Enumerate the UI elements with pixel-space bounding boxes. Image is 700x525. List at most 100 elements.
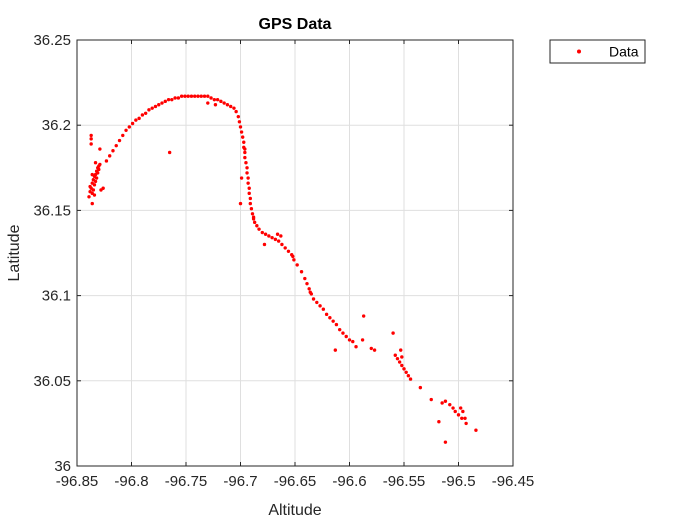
data-point bbox=[456, 413, 461, 417]
data-point bbox=[393, 353, 397, 357]
data-point bbox=[463, 416, 467, 420]
data-point bbox=[111, 149, 115, 153]
x-tick-label: -96.85 bbox=[56, 473, 99, 490]
data-point bbox=[117, 138, 122, 143]
data-point bbox=[275, 232, 280, 236]
data-point bbox=[243, 147, 247, 151]
data-point bbox=[179, 94, 184, 98]
data-point bbox=[199, 94, 203, 98]
data-point bbox=[240, 135, 245, 139]
data-point bbox=[328, 316, 332, 320]
data-point bbox=[418, 385, 423, 390]
data-point bbox=[279, 234, 283, 238]
data-point bbox=[212, 97, 217, 102]
data-point bbox=[232, 106, 236, 110]
data-point bbox=[474, 428, 478, 432]
data-point bbox=[176, 96, 181, 100]
data-point bbox=[341, 331, 345, 335]
data-point bbox=[160, 101, 164, 105]
data-point bbox=[89, 133, 93, 138]
data-point bbox=[193, 94, 197, 98]
data-point bbox=[451, 406, 455, 410]
x-tick-label: -96.65 bbox=[274, 473, 317, 490]
data-point bbox=[246, 181, 250, 185]
y-tick-label: 36.1 bbox=[42, 288, 71, 305]
data-point bbox=[267, 234, 271, 238]
grid-lines bbox=[76, 39, 514, 467]
data-point bbox=[163, 99, 167, 104]
data-point bbox=[92, 193, 97, 197]
data-point bbox=[406, 373, 411, 378]
data-point bbox=[347, 338, 352, 342]
data-point bbox=[270, 235, 274, 240]
data-point bbox=[276, 239, 281, 243]
data-point bbox=[448, 402, 452, 407]
data-point bbox=[94, 176, 99, 180]
data-point bbox=[222, 101, 226, 105]
data-point bbox=[315, 300, 319, 305]
data-points bbox=[87, 94, 478, 444]
data-point bbox=[134, 118, 138, 122]
data-point bbox=[90, 172, 94, 177]
data-point bbox=[89, 137, 93, 141]
data-point bbox=[440, 401, 444, 405]
data-point bbox=[333, 348, 338, 352]
data-point bbox=[318, 304, 322, 308]
data-point bbox=[239, 176, 244, 180]
data-point bbox=[369, 346, 373, 351]
data-point bbox=[150, 106, 154, 110]
data-point bbox=[96, 171, 100, 175]
data-point bbox=[114, 143, 118, 148]
data-point bbox=[247, 186, 251, 190]
data-point bbox=[397, 360, 402, 364]
data-point bbox=[280, 242, 284, 247]
x-tick-label: -96.8 bbox=[114, 473, 148, 490]
data-point bbox=[249, 207, 254, 211]
data-point bbox=[331, 319, 335, 323]
data-point bbox=[395, 356, 400, 361]
y-axis-label: Latitude bbox=[6, 224, 23, 281]
data-point bbox=[295, 263, 299, 267]
data-point bbox=[404, 370, 408, 374]
data-point bbox=[291, 254, 295, 259]
legend: Data bbox=[549, 39, 646, 64]
y-tick-label: 36.25 bbox=[33, 32, 71, 49]
data-point bbox=[186, 94, 190, 98]
data-point bbox=[321, 307, 326, 311]
data-point bbox=[228, 104, 233, 109]
data-point bbox=[251, 217, 256, 221]
data-point bbox=[242, 140, 246, 144]
data-point bbox=[250, 212, 255, 216]
data-point bbox=[337, 327, 342, 332]
data-point bbox=[399, 348, 403, 352]
data-point bbox=[196, 94, 200, 98]
data-point bbox=[238, 125, 243, 129]
x-tick-label: -96.6 bbox=[332, 473, 366, 490]
data-point bbox=[92, 183, 97, 187]
data-point bbox=[157, 103, 161, 107]
data-point bbox=[461, 409, 465, 414]
data-point bbox=[89, 142, 93, 146]
data-point bbox=[170, 97, 174, 102]
x-tick-label: -96.5 bbox=[441, 473, 475, 490]
data-point bbox=[402, 367, 406, 371]
data-point bbox=[121, 133, 125, 138]
data-point bbox=[255, 224, 259, 228]
data-point bbox=[93, 160, 98, 165]
data-point bbox=[238, 201, 243, 206]
data-point bbox=[248, 196, 253, 201]
data-point bbox=[245, 171, 249, 175]
data-point bbox=[202, 94, 207, 98]
data-point bbox=[237, 120, 242, 124]
data-point bbox=[324, 312, 329, 317]
data-point bbox=[213, 103, 218, 107]
data-point bbox=[98, 162, 102, 167]
x-tick-label: -96.7 bbox=[223, 473, 257, 490]
data-point bbox=[351, 339, 355, 344]
data-point bbox=[98, 147, 102, 151]
data-point bbox=[400, 363, 404, 368]
data-point bbox=[130, 121, 135, 126]
data-point bbox=[153, 104, 158, 109]
data-point bbox=[437, 420, 441, 424]
data-point bbox=[124, 128, 128, 133]
